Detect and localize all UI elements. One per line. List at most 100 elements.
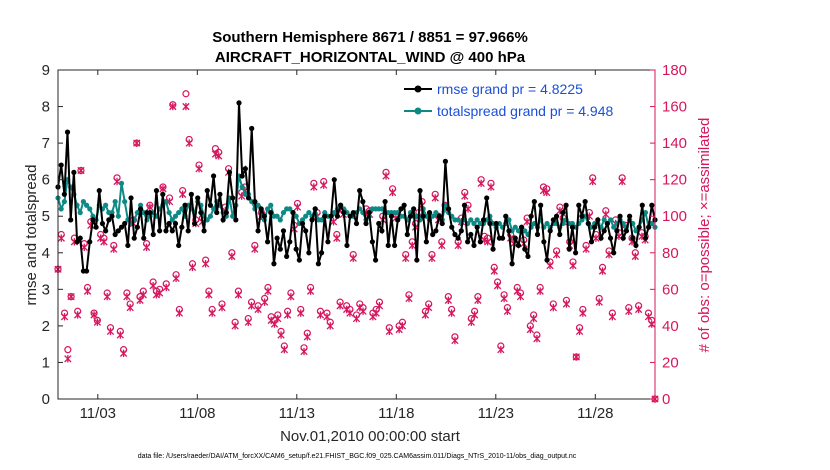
rmse-point xyxy=(433,228,439,234)
rmse-point xyxy=(642,235,649,241)
rmse-point xyxy=(211,173,217,179)
obs-assimilated-marker xyxy=(139,291,147,299)
rmse-point xyxy=(388,213,395,219)
plot-background xyxy=(58,70,655,399)
obs-assimilated-marker xyxy=(523,218,531,226)
obs-assimilated-marker xyxy=(218,303,226,312)
totalspread-point xyxy=(293,213,299,219)
obs-assimilated-marker xyxy=(474,296,482,304)
rmse-point xyxy=(141,235,147,241)
rmse-point xyxy=(344,242,350,249)
totalspread-point xyxy=(80,199,87,205)
obs-assimilated-marker xyxy=(526,325,535,334)
totalspread-point xyxy=(163,199,169,205)
y-axis-left-label: rmse and totalspread xyxy=(23,165,40,306)
totalspread-point xyxy=(61,199,67,205)
obs-assimilated-marker xyxy=(293,203,302,211)
y-right-tick-label: 20 xyxy=(662,354,679,371)
rmse-point xyxy=(341,209,347,216)
obs-assimilated-marker xyxy=(382,172,390,180)
rmse-point xyxy=(506,228,512,234)
totalspread-point xyxy=(166,209,172,216)
obs-assimilated-marker xyxy=(352,314,361,323)
rmse-point xyxy=(503,213,509,219)
obs-assimilated-marker xyxy=(408,241,416,250)
totalspread-point xyxy=(322,209,328,216)
obs-assimilated-marker xyxy=(644,313,653,321)
obs-assimilated-marker xyxy=(359,307,367,315)
obs-assimilated-marker xyxy=(589,177,597,186)
totalspread-point xyxy=(280,209,287,216)
obs-assimilated-marker xyxy=(106,327,115,336)
rmse-point xyxy=(547,228,553,234)
obs-assimilated-marker xyxy=(562,300,571,308)
obs-assimilated-marker xyxy=(116,331,124,339)
totalspread-point xyxy=(230,213,236,219)
obs-assimilated-marker xyxy=(631,252,639,261)
obs-assimilated-marker xyxy=(549,303,557,312)
totalspread-point xyxy=(306,209,312,216)
rmse-point xyxy=(525,253,531,260)
totalspread-point xyxy=(118,180,125,186)
obs-assimilated-marker xyxy=(487,183,495,191)
rmse-point xyxy=(350,209,356,216)
rmse-point xyxy=(449,224,455,230)
footer-data-file: data file: /Users/raeder/DAI/ATM_forcXX/… xyxy=(138,453,577,460)
rmse-point xyxy=(214,209,220,216)
rmse-point xyxy=(512,235,518,241)
obs-assimilated-marker xyxy=(546,261,554,270)
obs-assimilated-marker xyxy=(316,311,325,319)
rmse-point xyxy=(103,228,109,234)
rmse-point xyxy=(258,206,264,212)
obs-assimilated-marker xyxy=(497,345,505,354)
obs-assimilated-marker xyxy=(283,311,292,319)
rmse-point xyxy=(277,246,283,252)
rmse-point xyxy=(484,195,490,201)
rmse-point xyxy=(445,206,452,212)
rmse-point xyxy=(426,209,433,216)
totalspread-point xyxy=(512,224,518,230)
totalspread-point xyxy=(90,213,96,219)
rmse-point xyxy=(487,220,493,227)
rmse-point xyxy=(436,213,442,219)
rmse-point xyxy=(220,217,226,223)
totalspread-point xyxy=(642,209,649,216)
rmse-point xyxy=(604,220,610,227)
totalspread-point xyxy=(277,217,283,223)
rmse-point xyxy=(118,224,125,230)
rmse-point xyxy=(150,231,156,238)
rmse-point xyxy=(328,213,334,219)
totalspread-point xyxy=(430,213,436,219)
rmse-point xyxy=(261,213,268,219)
y-left-tick-label: 4 xyxy=(42,245,50,262)
rmse-point xyxy=(560,209,566,216)
totalspread-point xyxy=(579,217,585,223)
rmse-point xyxy=(480,217,487,223)
totalspread-point xyxy=(264,206,271,212)
rmse-point xyxy=(363,220,369,227)
totalspread-point xyxy=(58,206,64,212)
obs-assimilated-marker xyxy=(90,311,98,319)
rmse-point xyxy=(245,195,252,201)
rmse-point xyxy=(398,206,404,212)
totalspread-point xyxy=(207,213,214,219)
totalspread-point xyxy=(211,206,217,212)
obs-assimilated-marker xyxy=(461,192,469,200)
totalspread-point xyxy=(134,209,140,216)
x-tick-label: 11/23 xyxy=(478,405,514,422)
obs-assimilated-marker xyxy=(444,296,453,304)
rmse-point xyxy=(163,228,169,234)
obs-assimilated-marker xyxy=(543,188,551,197)
rmse-point xyxy=(461,202,468,208)
obs-assimilated-marker xyxy=(162,283,170,292)
obs-assimilated-marker xyxy=(592,234,600,242)
obs-assimilated-marker xyxy=(536,287,544,295)
obs-assimilated-marker xyxy=(372,309,380,317)
obs-assimilated-marker xyxy=(74,311,82,319)
x-axis-label: Nov.01,2010 00:00:00 start xyxy=(280,428,461,445)
rmse-point xyxy=(376,220,382,227)
rmse-point xyxy=(334,213,341,219)
rmse-point xyxy=(588,239,595,245)
rmse-point xyxy=(576,202,582,208)
rmse-point xyxy=(538,202,544,208)
